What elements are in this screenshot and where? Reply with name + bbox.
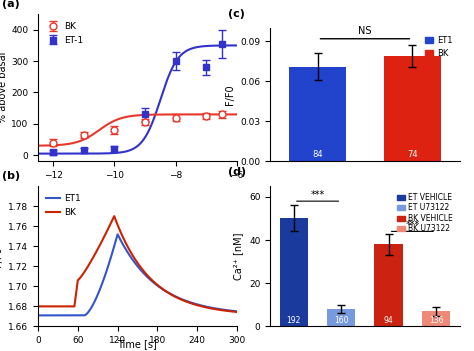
X-axis label: [DRUG], M: [DRUG], M	[112, 186, 163, 196]
Y-axis label: IP Accumulation
% above basal: IP Accumulation % above basal	[0, 48, 8, 127]
BK	[55, 304, 61, 309]
Legend: ET VEHICLE, ET U73122, BK VEHICLE, BK U73122: ET VEHICLE, ET U73122, BK VEHICLE, BK U7…	[394, 190, 456, 237]
Legend: BK, ET-1: BK, ET-1	[43, 19, 87, 48]
Text: 160: 160	[334, 316, 348, 325]
Text: 192: 192	[287, 316, 301, 325]
Text: (b): (b)	[2, 171, 20, 181]
Text: NS: NS	[358, 26, 372, 36]
ET1	[194, 302, 200, 306]
Line: BK: BK	[38, 216, 237, 312]
Y-axis label: F/F0: F/F0	[225, 85, 235, 105]
BK	[172, 294, 178, 299]
ET1	[172, 294, 178, 298]
BK	[191, 302, 196, 306]
ET1	[123, 247, 128, 251]
BK	[111, 214, 117, 218]
Bar	[422, 311, 450, 326]
Bar	[280, 218, 308, 326]
Bar	[327, 309, 356, 326]
BK	[123, 241, 128, 245]
Bar	[374, 244, 403, 326]
BK	[35, 304, 41, 309]
ET1	[55, 313, 61, 318]
Text: (c): (c)	[228, 9, 246, 19]
Legend: ET1, BK: ET1, BK	[43, 191, 84, 220]
Text: Time [s]: Time [s]	[118, 339, 157, 350]
BK	[194, 303, 200, 307]
Text: 136: 136	[429, 316, 443, 325]
Y-axis label: F/F0: F/F0	[0, 246, 2, 266]
Line: ET1: ET1	[38, 234, 237, 316]
BK	[234, 310, 240, 314]
ET1	[234, 309, 240, 313]
Text: ***: ***	[405, 220, 419, 230]
BK	[116, 225, 121, 230]
Bar	[289, 67, 346, 161]
Legend: ET1, BK: ET1, BK	[422, 32, 456, 61]
Text: 94: 94	[384, 316, 393, 325]
Y-axis label: Ca²⁺ [nM]: Ca²⁺ [nM]	[233, 232, 244, 280]
ET1	[116, 234, 121, 238]
Text: (d): (d)	[228, 167, 246, 177]
ET1	[35, 313, 41, 318]
ET1	[191, 301, 196, 305]
ET1	[115, 232, 120, 237]
Text: (a): (a)	[2, 0, 20, 9]
Bar	[384, 56, 441, 161]
Text: 74: 74	[407, 150, 418, 159]
Text: ***: ***	[310, 190, 325, 200]
Text: 84: 84	[312, 150, 323, 159]
